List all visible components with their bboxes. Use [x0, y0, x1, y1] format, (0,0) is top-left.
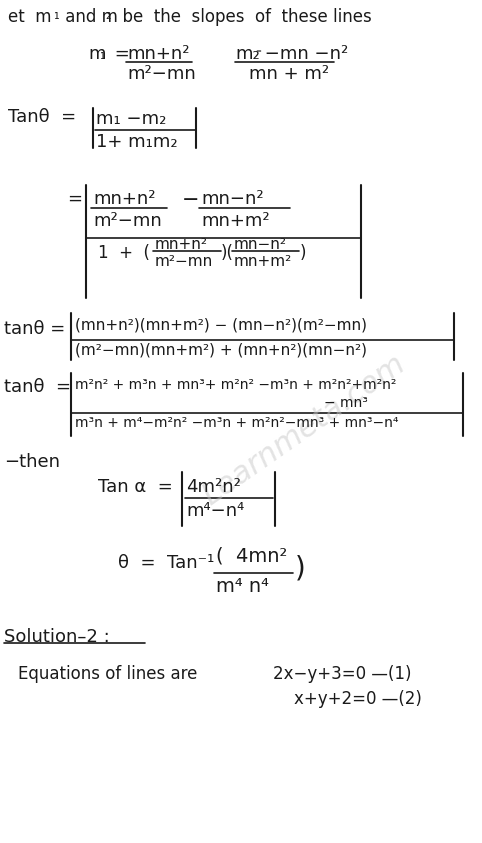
- Text: − mn³: − mn³: [324, 396, 368, 410]
- Text: mn+m²: mn+m²: [201, 212, 270, 230]
- Text: ): ): [295, 554, 305, 582]
- Text: θ  =  Tan⁻¹: θ = Tan⁻¹: [118, 554, 214, 572]
- Text: −mn −n²: −mn −n²: [259, 45, 348, 63]
- Text: tanθ  =: tanθ =: [4, 378, 71, 396]
- Text: mn+m²: mn+m²: [234, 254, 292, 269]
- Text: be  the  slopes  of  these lines: be the slopes of these lines: [112, 8, 372, 26]
- Text: Solution–2 :: Solution–2 :: [4, 628, 110, 646]
- Text: mn+n²: mn+n²: [93, 190, 156, 208]
- Text: mn + m²: mn + m²: [249, 65, 330, 83]
- Text: 4m²n²: 4m²n²: [187, 478, 241, 496]
- Text: m²−mn: m²−mn: [128, 65, 196, 83]
- Text: m: m: [88, 45, 106, 63]
- Text: and m: and m: [60, 8, 118, 26]
- Text: −: −: [182, 190, 199, 210]
- Text: )(: )(: [221, 244, 234, 262]
- Text: Learnmeta.com: Learnmeta.com: [198, 349, 411, 511]
- Text: (mn+n²)(mn+m²) − (mn−n²)(m²−mn): (mn+n²)(mn+m²) − (mn−n²)(m²−mn): [75, 318, 367, 333]
- Text: (m²−mn)(mn+m²) + (mn+n²)(mn−n²): (m²−mn)(mn+m²) + (mn+n²)(mn−n²): [75, 342, 367, 357]
- Text: −then: −then: [4, 453, 60, 471]
- Text: ₁: ₁: [99, 48, 105, 62]
- Text: Tanθ  =: Tanθ =: [8, 108, 76, 126]
- Text: Equations of lines are: Equations of lines are: [18, 665, 197, 683]
- Text: m²−mn: m²−mn: [155, 254, 214, 269]
- Text: (  4mn²: ( 4mn²: [216, 547, 287, 566]
- Text: 1  +  (: 1 + (: [98, 244, 150, 262]
- Text: Tan α  =: Tan α =: [98, 478, 173, 496]
- Text: tanθ =: tanθ =: [4, 320, 65, 338]
- Text: 2x−y+3=0 —(1): 2x−y+3=0 —(1): [273, 665, 412, 683]
- Text: 1+ m₁m₂: 1+ m₁m₂: [96, 133, 178, 151]
- Text: m₂: m₂: [236, 45, 260, 63]
- Text: m³n + m⁴−m²n² −m³n + m²n²−mn³ + mn³−n⁴: m³n + m⁴−m²n² −m³n + m²n²−mn³ + mn³−n⁴: [75, 416, 398, 430]
- Text: m²n² + m³n + mn³+ m²n² −m³n + m²n²+m²n²: m²n² + m³n + mn³+ m²n² −m³n + m²n²+m²n²: [75, 378, 396, 392]
- Text: =: =: [67, 190, 82, 208]
- Text: =: =: [109, 45, 130, 63]
- Text: mn−n²: mn−n²: [201, 190, 264, 208]
- Text: ₌: ₌: [255, 45, 261, 55]
- Text: x+y+2=0 —(2): x+y+2=0 —(2): [295, 690, 422, 708]
- Text: mn+n²: mn+n²: [155, 237, 208, 252]
- Text: et  m: et m: [8, 8, 52, 26]
- Text: ): ): [299, 244, 306, 262]
- Text: ₂: ₂: [105, 8, 110, 22]
- Text: m₁ −m₂: m₁ −m₂: [96, 110, 167, 128]
- Text: ₁: ₁: [53, 8, 59, 22]
- Text: m²−mn: m²−mn: [93, 212, 162, 230]
- Text: m⁴ n⁴: m⁴ n⁴: [216, 577, 269, 596]
- Text: mn−n²: mn−n²: [234, 237, 287, 252]
- Text: m⁴−n⁴: m⁴−n⁴: [187, 502, 245, 520]
- Text: mn+n²: mn+n²: [128, 45, 190, 63]
